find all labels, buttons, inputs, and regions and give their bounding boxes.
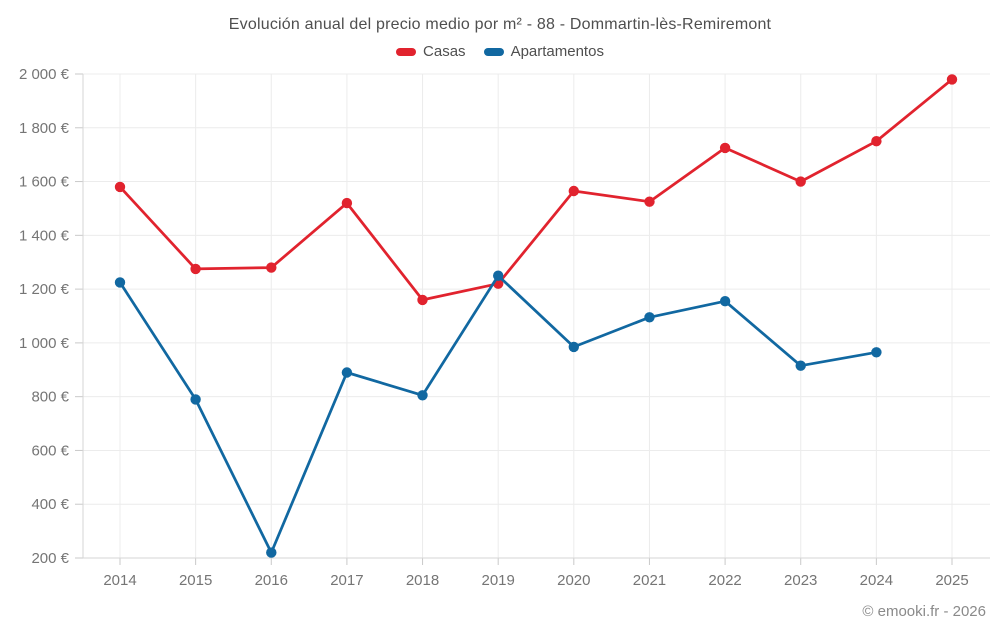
data-point-apartamentos-2021[interactable] xyxy=(644,312,655,323)
data-point-apartamentos-2018[interactable] xyxy=(417,390,428,401)
data-point-apartamentos-2023[interactable] xyxy=(795,360,806,371)
legend-swatch-icon xyxy=(483,47,504,56)
x-axis-label: 2025 xyxy=(935,572,968,589)
data-point-casas-2018[interactable] xyxy=(417,294,428,306)
data-point-apartamentos-2017[interactable] xyxy=(341,367,353,378)
data-point-casas-2021[interactable] xyxy=(644,196,655,207)
data-point-apartamentos-2019[interactable] xyxy=(493,270,504,281)
x-axis-label: 2017 xyxy=(330,572,363,589)
data-point-apartamentos-2016[interactable] xyxy=(266,547,277,558)
y-axis-label: 200 € xyxy=(31,550,69,567)
y-axis-label: 1 000 € xyxy=(19,335,70,352)
y-axis-label: 2 000 € xyxy=(19,66,70,83)
x-axis-label: 2020 xyxy=(557,572,590,589)
x-axis-label: 2021 xyxy=(633,572,666,589)
x-axis-label: 2024 xyxy=(860,572,893,589)
data-point-casas-2020[interactable] xyxy=(568,185,579,197)
y-axis-label: 1 600 € xyxy=(19,174,70,191)
chart-title: Evolución anual del precio medio por m² … xyxy=(228,16,772,33)
y-axis-label: 600 € xyxy=(31,442,69,459)
chart-legend: Casas Apartamentos xyxy=(0,43,1000,60)
legend-item-apartamentos[interactable]: Apartamentos xyxy=(483,43,604,60)
data-point-casas-2017[interactable] xyxy=(341,197,353,209)
watermark-credit: © emooki.fr - 2026 xyxy=(862,603,986,620)
data-point-apartamentos-2015[interactable] xyxy=(190,394,201,405)
x-axis-label: 2018 xyxy=(406,572,439,589)
legend-item-casas[interactable]: Casas xyxy=(396,43,466,60)
data-point-casas-2024[interactable] xyxy=(871,136,882,147)
data-point-apartamentos-2020[interactable] xyxy=(568,341,579,353)
data-point-apartamentos-2014[interactable] xyxy=(114,277,126,288)
series-line-casas xyxy=(118,78,954,302)
y-axis-label: 1 800 € xyxy=(19,120,70,137)
data-point-apartamentos-2024[interactable] xyxy=(871,347,882,358)
data-point-casas-2023[interactable] xyxy=(795,176,806,187)
y-axis-label: 1 400 € xyxy=(19,227,70,244)
data-point-casas-2022[interactable] xyxy=(719,142,731,154)
y-axis-label: 1 200 € xyxy=(19,281,70,298)
x-axis-label: 2022 xyxy=(708,572,741,589)
x-axis-label: 2016 xyxy=(255,572,288,589)
x-axis-label: 2023 xyxy=(784,572,817,589)
y-axis-label: 800 € xyxy=(31,389,69,406)
data-point-apartamentos-2022[interactable] xyxy=(719,296,731,307)
legend-swatch-icon xyxy=(396,47,417,56)
data-point-casas-2016[interactable] xyxy=(266,262,277,273)
y-axis-label: 400 € xyxy=(31,496,69,513)
data-point-casas-2015[interactable] xyxy=(190,263,201,275)
data-point-casas-2025[interactable] xyxy=(946,74,958,85)
x-axis-label: 2019 xyxy=(481,572,514,589)
x-axis-label: 2015 xyxy=(179,572,212,589)
data-point-casas-2014[interactable] xyxy=(114,181,126,193)
legend-label: Apartamentos xyxy=(510,43,604,60)
legend-label: Casas xyxy=(423,43,466,60)
x-axis-label: 2014 xyxy=(103,572,136,589)
